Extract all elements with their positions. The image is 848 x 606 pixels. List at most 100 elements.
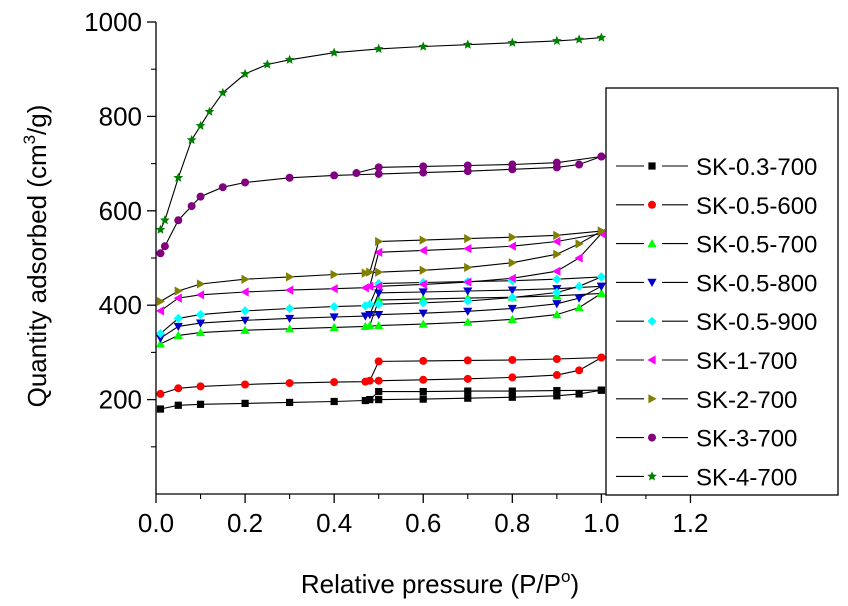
data-point bbox=[463, 317, 473, 326]
data-point bbox=[173, 313, 183, 324]
data-point bbox=[552, 266, 561, 276]
data-point bbox=[240, 316, 250, 325]
data-point bbox=[574, 253, 583, 263]
data-point bbox=[574, 294, 584, 303]
data-point bbox=[284, 54, 295, 64]
data-point bbox=[374, 281, 383, 291]
data-point bbox=[552, 310, 562, 319]
data-point bbox=[366, 267, 375, 277]
series-SK-0.5-700 bbox=[155, 288, 606, 348]
y-axis-title-sup: 3 bbox=[20, 135, 39, 144]
data-point bbox=[366, 396, 374, 404]
data-point bbox=[196, 192, 205, 201]
data-point bbox=[419, 375, 428, 384]
data-point bbox=[375, 267, 384, 277]
data-point bbox=[596, 288, 606, 297]
legend-marker bbox=[647, 471, 657, 481]
data-point bbox=[160, 215, 170, 225]
data-point bbox=[195, 120, 206, 130]
data-point bbox=[240, 287, 249, 297]
data-point bbox=[155, 334, 166, 343]
data-point bbox=[196, 382, 205, 391]
series-SK-2-700 bbox=[156, 226, 606, 307]
data-point bbox=[241, 380, 250, 389]
data-point bbox=[262, 59, 273, 69]
data-point bbox=[173, 322, 183, 332]
data-point bbox=[374, 169, 383, 178]
data-point bbox=[195, 319, 206, 328]
data-point bbox=[241, 178, 250, 187]
data-point bbox=[463, 277, 472, 287]
legend-marker bbox=[647, 239, 657, 248]
legend-marker bbox=[647, 278, 657, 287]
data-point bbox=[240, 68, 250, 79]
data-point bbox=[463, 161, 472, 170]
data-point bbox=[418, 309, 428, 318]
x-axis-title: Relative pressure (P/Po) bbox=[301, 567, 579, 599]
data-point bbox=[464, 394, 472, 402]
data-point bbox=[285, 324, 295, 333]
data-point bbox=[552, 35, 562, 46]
data-point bbox=[329, 322, 339, 331]
x-tick-label: 0.0 bbox=[138, 508, 174, 538]
data-point bbox=[285, 379, 294, 388]
data-point bbox=[464, 234, 473, 244]
data-point bbox=[418, 41, 429, 51]
data-point bbox=[552, 355, 561, 364]
data-point bbox=[173, 330, 183, 340]
legend-label: SK-2-700 bbox=[696, 387, 797, 414]
data-point bbox=[463, 374, 472, 383]
data-point bbox=[365, 311, 375, 320]
x-tick-label: 0.2 bbox=[227, 508, 263, 538]
data-point bbox=[329, 313, 339, 322]
data-point bbox=[374, 299, 384, 309]
data-point bbox=[330, 397, 338, 406]
data-point bbox=[352, 169, 361, 178]
data-point bbox=[597, 152, 606, 161]
data-point bbox=[361, 268, 370, 278]
data-point bbox=[507, 314, 517, 323]
data-point bbox=[187, 202, 196, 211]
x-tick-label: 0.4 bbox=[316, 508, 352, 538]
data-point bbox=[553, 249, 562, 259]
data-point bbox=[507, 304, 517, 314]
data-point bbox=[155, 339, 166, 348]
data-point bbox=[240, 306, 250, 316]
x-tick-label: 0.8 bbox=[494, 508, 530, 538]
legend-label: SK-4-700 bbox=[696, 464, 797, 491]
data-point bbox=[418, 279, 427, 290]
data-point bbox=[241, 274, 250, 284]
data-point bbox=[173, 172, 184, 182]
data-point bbox=[552, 236, 561, 247]
legend-label: SK-1-700 bbox=[696, 348, 797, 375]
data-point bbox=[553, 230, 562, 240]
data-point bbox=[329, 284, 338, 294]
data-point bbox=[365, 281, 374, 291]
data-point bbox=[174, 286, 183, 296]
data-point bbox=[218, 183, 227, 192]
data-point bbox=[195, 310, 206, 320]
data-point bbox=[597, 353, 606, 362]
series-SK-4-700 bbox=[155, 32, 607, 234]
data-point bbox=[160, 242, 169, 251]
data-point bbox=[575, 239, 584, 249]
series-SK-0.3-700 bbox=[156, 386, 605, 413]
data-point bbox=[195, 290, 205, 300]
data-point bbox=[156, 405, 165, 413]
axes-layer: 0.0 0.2 0.4 0.6 0.8 1.0 1.2 200 400 600 800 1000 bbox=[84, 7, 735, 538]
data-point bbox=[375, 387, 383, 396]
y-tick-label: 400 bbox=[99, 290, 142, 320]
data-point bbox=[463, 307, 473, 316]
data-point bbox=[365, 320, 375, 330]
data-point bbox=[552, 158, 561, 167]
data-point bbox=[507, 293, 517, 303]
x-tick-label: 0.6 bbox=[405, 508, 441, 538]
data-point bbox=[507, 273, 516, 283]
data-point bbox=[508, 160, 517, 169]
data-point bbox=[374, 278, 384, 289]
data-point bbox=[419, 395, 427, 403]
data-point bbox=[419, 168, 428, 177]
data-point bbox=[196, 400, 205, 408]
series-layer bbox=[155, 32, 607, 413]
